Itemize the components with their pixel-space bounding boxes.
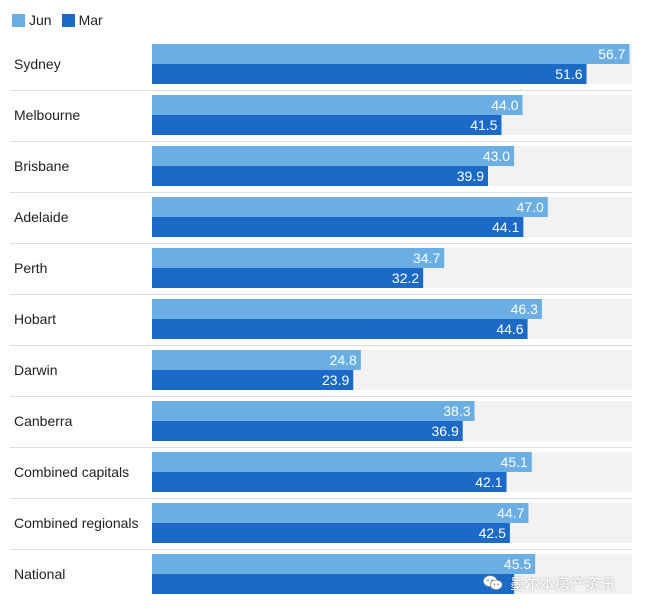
watermark: 墨尔本房产资讯: [482, 572, 615, 594]
category-label-canberra: Canberra: [14, 413, 73, 429]
bar-jun-canberra: [152, 401, 475, 421]
bar-mar-adelaide: [152, 217, 524, 237]
value-label-jun-sydney: 56.7: [598, 46, 625, 62]
value-label-mar-canberra: 36.9: [431, 423, 458, 439]
value-label-jun-perth: 34.7: [413, 250, 440, 266]
bar-mar-national: [152, 574, 515, 594]
category-label-national: National: [14, 566, 65, 582]
category-label-combined-capitals: Combined capitals: [14, 464, 129, 480]
category-label-darwin: Darwin: [14, 362, 58, 378]
value-label-jun-melbourne: 44.0: [491, 97, 518, 113]
legend-swatch-mar: [61, 13, 75, 27]
legend-label-jun: Jun: [29, 12, 52, 28]
bar-mar-canberra: [152, 421, 463, 441]
bar-jun-sydney: [152, 44, 630, 64]
value-label-mar-combined-regionals: 42.5: [479, 525, 506, 541]
value-label-mar-darwin: 23.9: [322, 372, 349, 388]
bar-mar-perth: [152, 268, 424, 288]
category-label-perth: Perth: [14, 260, 47, 276]
bar-mar-brisbane: [152, 166, 488, 186]
legend-item-jun: Jun: [12, 12, 52, 28]
value-label-mar-brisbane: 39.9: [457, 168, 484, 184]
value-label-mar-melbourne: 41.5: [470, 117, 497, 133]
category-label-adelaide: Adelaide: [14, 209, 69, 225]
bar-jun-melbourne: [152, 95, 523, 115]
value-label-jun-combined-capitals: 45.1: [501, 454, 528, 470]
value-label-jun-adelaide: 47.0: [517, 199, 544, 215]
bar-mar-hobart: [152, 319, 528, 339]
category-label-combined-regionals: Combined regionals: [14, 515, 139, 531]
bar-mar-sydney: [152, 64, 587, 84]
bar-jun-combined-regionals: [152, 503, 529, 523]
category-label-brisbane: Brisbane: [14, 158, 69, 174]
bar-jun-adelaide: [152, 197, 548, 217]
bar-jun-brisbane: [152, 146, 515, 166]
value-label-mar-adelaide: 44.1: [492, 219, 519, 235]
bar-jun-darwin: [152, 350, 361, 370]
legend-swatch-jun: [12, 13, 25, 27]
chart-legend: Jun Mar: [12, 12, 113, 28]
category-label-sydney: Sydney: [14, 56, 61, 72]
legend-item-mar: Mar: [61, 12, 103, 28]
legend-label-mar: Mar: [78, 12, 103, 28]
wechat-logo-icon: [483, 575, 503, 590]
value-label-mar-perth: 32.2: [392, 270, 419, 286]
value-label-mar-combined-capitals: 42.1: [475, 474, 502, 490]
value-label-jun-brisbane: 43.0: [483, 148, 510, 164]
value-label-jun-darwin: 24.8: [330, 352, 357, 368]
value-label-mar-sydney: 51.6: [555, 66, 582, 82]
value-label-jun-national: 45.5: [504, 556, 531, 572]
bar-jun-national: [152, 554, 536, 574]
bar-mar-darwin: [152, 370, 354, 390]
watermark-text: 墨尔本房产资讯: [510, 575, 616, 593]
category-label-melbourne: Melbourne: [14, 107, 80, 123]
bar-jun-hobart: [152, 299, 542, 319]
value-label-jun-hobart: 46.3: [511, 301, 538, 317]
value-label-jun-combined-regionals: 44.7: [497, 505, 524, 521]
bar-jun-combined-capitals: [152, 452, 532, 472]
bar-jun-perth: [152, 248, 445, 268]
bar-mar-melbourne: [152, 115, 502, 135]
bar-mar-combined-regionals: [152, 523, 510, 543]
value-label-mar-hobart: 44.6: [496, 321, 523, 337]
value-label-jun-canberra: 38.3: [443, 403, 470, 419]
bar-mar-combined-capitals: [152, 472, 507, 492]
category-label-hobart: Hobart: [14, 311, 56, 327]
